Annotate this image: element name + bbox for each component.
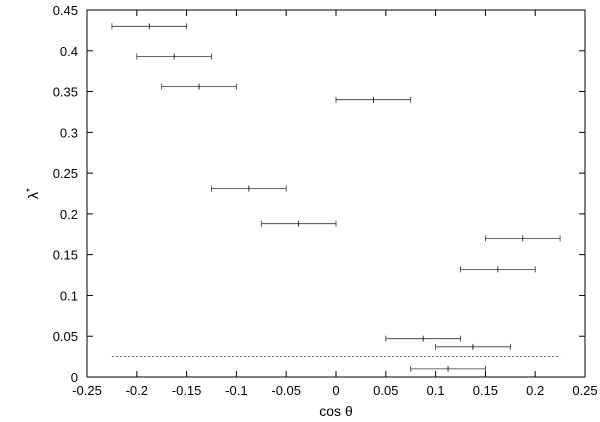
x-tick-label: 0: [332, 383, 339, 398]
y-tick-label: 0.45: [53, 3, 78, 18]
y-tick-label: 0.4: [60, 44, 78, 59]
x-axis-label: cos θ: [319, 403, 353, 419]
y-tick-label: 0.3: [60, 125, 78, 140]
data-point: [111, 23, 188, 30]
x-tick-label: 0.1: [427, 383, 445, 398]
data-point: [335, 96, 412, 103]
x-tick-label: 0.05: [373, 383, 398, 398]
y-tick-label: 0.1: [60, 288, 78, 303]
y-tick-label: 0: [71, 370, 78, 385]
y-tick-label: 0.05: [53, 329, 78, 344]
plot-area: [86, 9, 586, 378]
data-point: [484, 235, 561, 242]
y-tick-label: 0.35: [53, 85, 78, 100]
x-tick-label: -0.25: [72, 383, 102, 398]
y-axis-label-superscript: *: [25, 188, 36, 192]
data-point: [435, 343, 511, 350]
plot-frame: [86, 9, 586, 378]
x-tick-label: -0.2: [126, 383, 148, 398]
y-axis-label: λ*: [25, 188, 42, 199]
y-axis-label-main: λ: [25, 192, 41, 199]
data-points: [111, 0, 561, 372]
y-tick-label: 0.15: [53, 248, 78, 263]
data-point: [211, 185, 287, 192]
data-point: [161, 83, 237, 90]
x-tick-label: -0.15: [172, 383, 202, 398]
x-tick-label: -0.05: [271, 383, 301, 398]
x-axis-ticks: -0.25 -0.2 -0.15 -0.1 -0.05 0 0.05 0.1 0.15 0.2 0.…: [72, 10, 598, 398]
y-axis-ticks: 0 0.05 0.1 0.15 0.2 0.25 0.3 0.35 0.4 0.45: [53, 3, 585, 385]
x-tick-label: -0.1: [225, 383, 247, 398]
x-tick-label: 0.2: [526, 383, 544, 398]
x-tick-label: 0.25: [572, 383, 597, 398]
y-tick-label: 0.25: [53, 166, 78, 181]
data-point: [460, 266, 536, 273]
data-point: [136, 53, 212, 60]
x-tick-label: 0.15: [473, 383, 498, 398]
data-point: [260, 220, 337, 227]
data-point: [385, 335, 461, 342]
data-point: [410, 365, 486, 372]
data-point: [261, 0, 336, 1]
y-tick-label: 0.2: [60, 207, 78, 222]
